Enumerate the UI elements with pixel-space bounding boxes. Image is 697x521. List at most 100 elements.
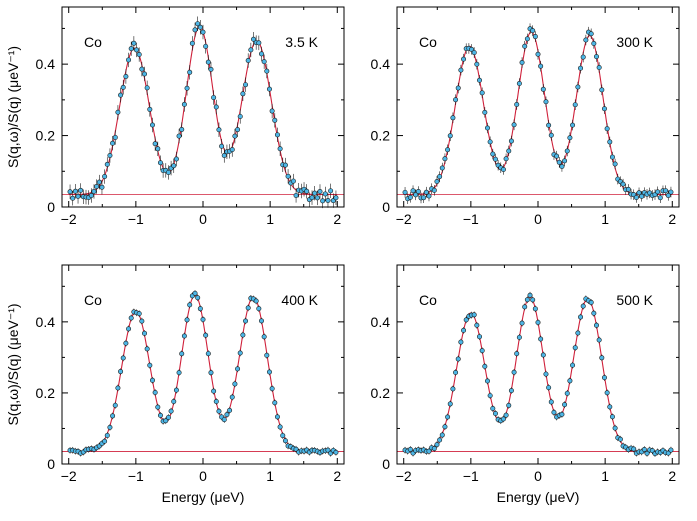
data-point <box>165 414 171 420</box>
y-tick-label: 0.4 <box>36 314 56 330</box>
data-point <box>474 322 480 328</box>
data-point <box>280 433 286 439</box>
y-tick-label: 0 <box>47 456 55 472</box>
data-point <box>126 57 132 63</box>
data-point <box>538 336 544 342</box>
x-tick-label: −2 <box>396 468 412 484</box>
data-point <box>447 133 453 139</box>
data-point <box>269 386 275 392</box>
data-point <box>224 412 230 418</box>
data-point <box>442 424 448 430</box>
data-point <box>205 59 211 65</box>
x-tick-label: 2 <box>333 211 341 227</box>
data-point <box>269 108 275 114</box>
data-point <box>157 160 163 166</box>
data-point <box>455 85 461 91</box>
data-point <box>572 345 578 351</box>
data-point <box>325 198 331 204</box>
data-point <box>320 198 326 204</box>
data-point <box>554 153 560 159</box>
data-point <box>482 363 488 369</box>
data-point <box>540 352 546 358</box>
data-point <box>559 411 565 417</box>
panel-temperature-label: 3.5 K <box>285 34 318 50</box>
data-point <box>272 400 278 406</box>
data-point <box>546 385 552 391</box>
data-point <box>253 298 259 304</box>
x-tick-label: −1 <box>463 468 479 484</box>
data-point <box>240 332 246 338</box>
data-point <box>179 351 185 357</box>
data-point <box>471 50 477 56</box>
y-tick-label: 0 <box>47 199 55 215</box>
data-point <box>184 317 190 323</box>
data-point <box>314 195 320 201</box>
data-point <box>484 378 490 384</box>
data-point <box>511 369 517 375</box>
data-point <box>165 169 171 175</box>
data-point <box>139 318 145 324</box>
y-axis-title: S(q,ω)/S(q) (μeV⁻¹) <box>5 303 21 425</box>
data-point <box>492 411 498 417</box>
data-point <box>123 340 129 346</box>
data-point <box>184 85 190 91</box>
data-point <box>118 369 124 375</box>
data-point <box>205 351 211 357</box>
data-point <box>511 122 517 128</box>
data-point <box>601 375 607 381</box>
data-point <box>556 159 562 165</box>
data-point <box>134 47 140 53</box>
data-point <box>317 189 323 195</box>
data-point <box>514 101 520 107</box>
data-point <box>112 134 118 140</box>
data-point <box>152 389 158 395</box>
data-point <box>580 303 586 309</box>
data-point <box>88 193 94 199</box>
data-point <box>102 438 108 444</box>
data-point <box>500 166 506 172</box>
data-point <box>604 126 610 132</box>
x-tick-label: −2 <box>61 468 77 484</box>
data-point <box>237 350 243 356</box>
x-tick-label: −1 <box>463 211 479 227</box>
data-point <box>564 390 570 396</box>
data-point <box>437 437 443 443</box>
data-point <box>434 442 440 448</box>
y-tick-label: 0.4 <box>371 314 391 330</box>
data-point <box>588 31 594 37</box>
data-point <box>532 34 538 40</box>
data-point <box>173 387 179 393</box>
x-tick-label: 0 <box>534 468 542 484</box>
data-point <box>171 163 177 169</box>
data-point <box>599 87 605 93</box>
data-point <box>439 432 445 438</box>
x-axis-title: Energy (μeV) <box>162 489 245 505</box>
panel-element-label: Co <box>84 34 102 50</box>
data-point <box>325 447 331 453</box>
panel-4: −2 −1 0 1 2 0 0.2 0.4 Co 500 K Energy (μeV) <box>371 264 680 505</box>
data-point <box>128 315 134 321</box>
x-tick-label: 1 <box>601 468 609 484</box>
data-point <box>123 73 129 79</box>
data-point <box>570 362 576 368</box>
panel-temperature-label: 500 K <box>616 292 653 308</box>
data-point <box>665 192 671 198</box>
data-point <box>503 412 509 418</box>
data-point <box>530 297 536 303</box>
y-tick-label: 0 <box>382 199 390 215</box>
data-point <box>503 156 509 162</box>
data-point <box>599 355 605 361</box>
data-point <box>126 326 132 332</box>
data-point <box>274 132 280 138</box>
data-point <box>192 290 198 296</box>
data-point <box>277 424 283 430</box>
data-point <box>128 46 134 52</box>
data-point <box>482 109 488 115</box>
data-point <box>227 407 233 413</box>
data-point <box>333 195 339 201</box>
data-point <box>149 122 155 128</box>
data-point <box>601 106 607 112</box>
data-point <box>463 317 469 323</box>
data-point <box>181 101 187 107</box>
data-point <box>243 82 249 88</box>
